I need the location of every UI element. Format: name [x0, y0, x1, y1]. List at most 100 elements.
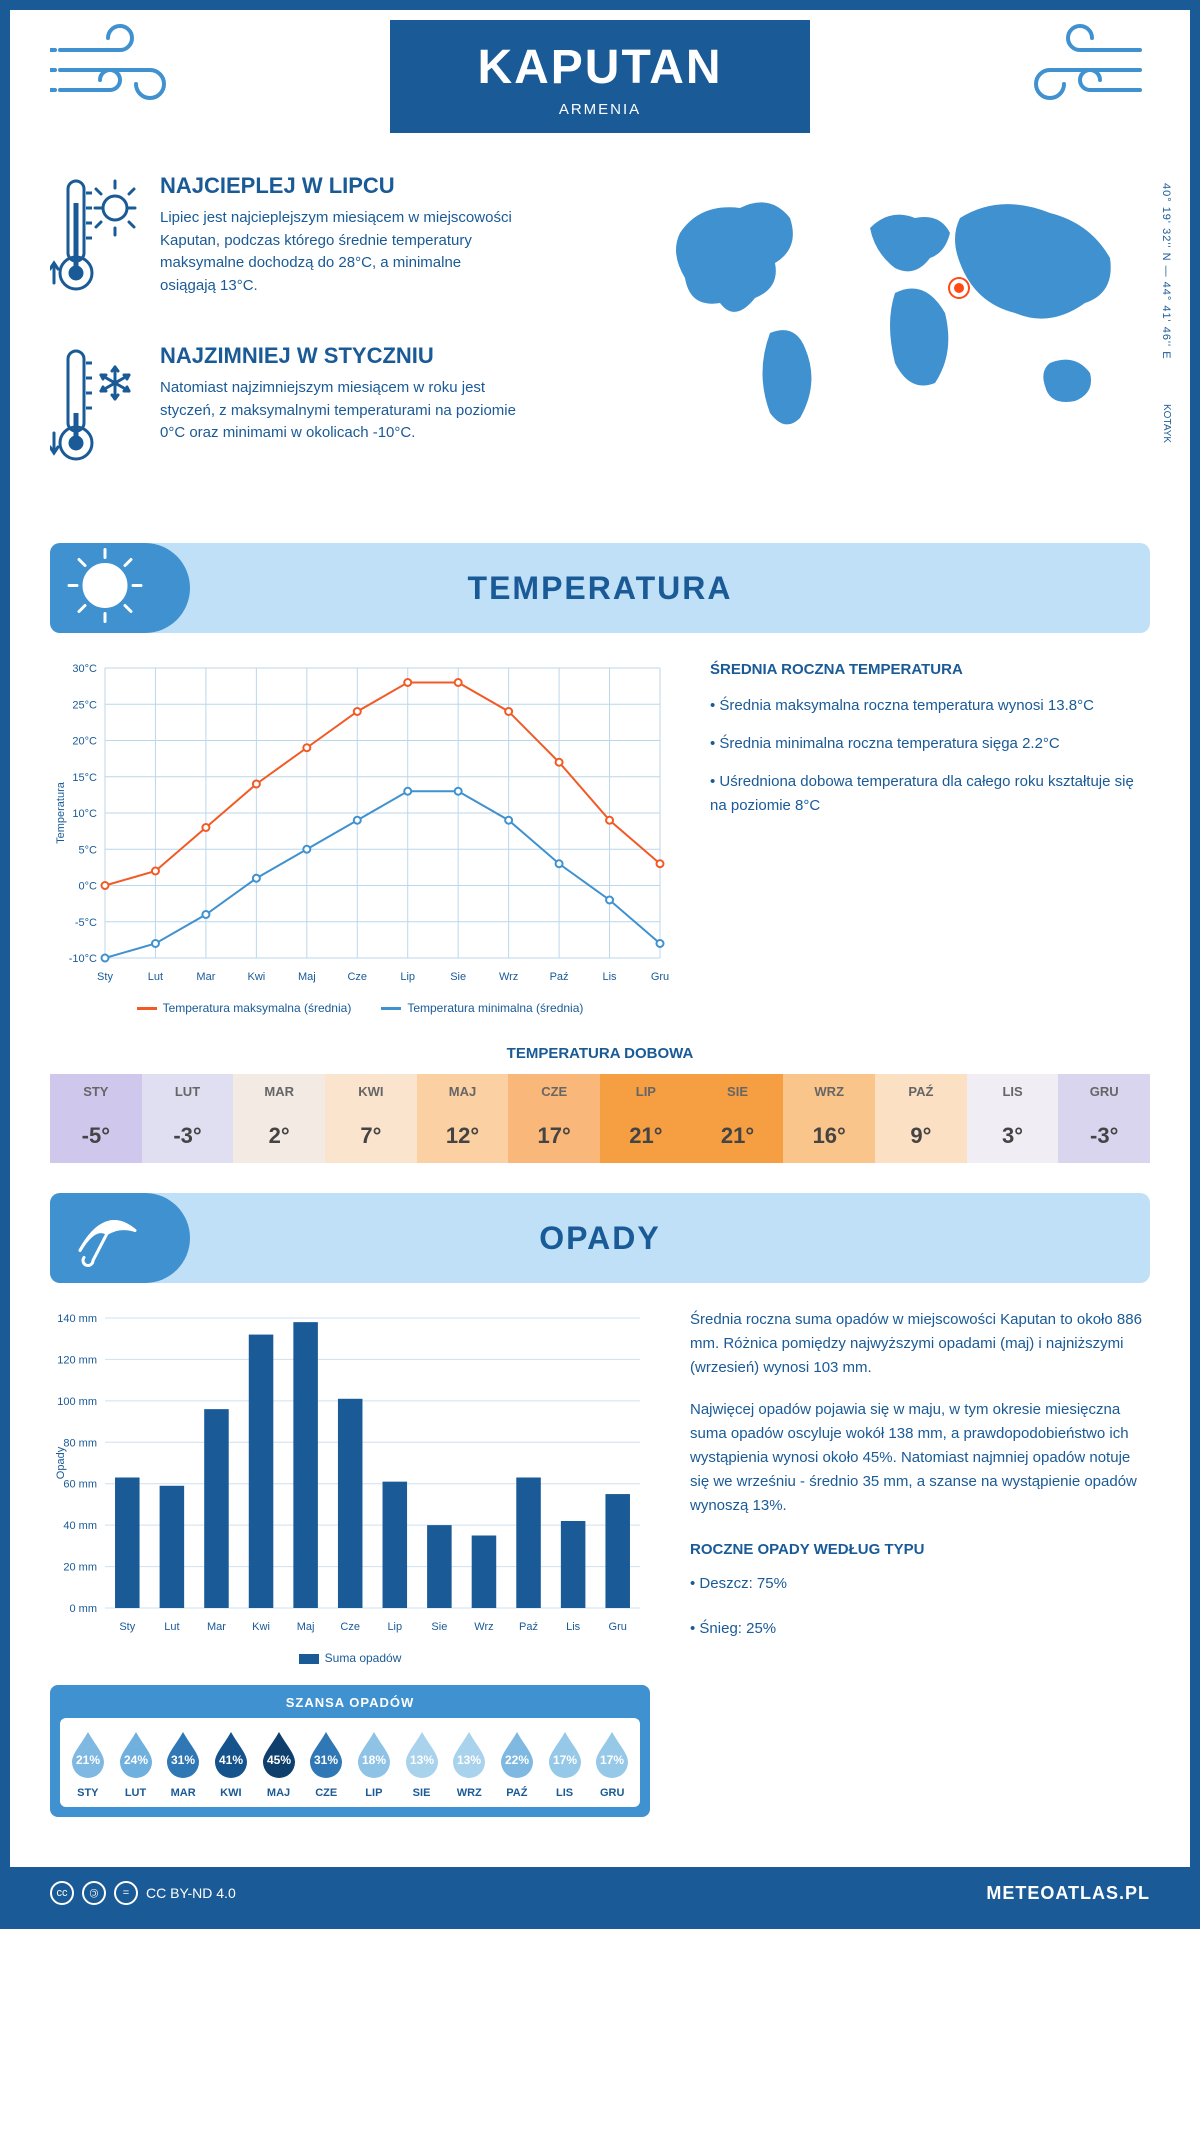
daily-value-cell: 2°: [233, 1109, 325, 1163]
daily-value-cell: 21°: [600, 1109, 692, 1163]
intro-section: NAJCIEPLEJ W LIPCU Lipiec jest najcieple…: [50, 173, 1150, 513]
temp-summary-title: ŚREDNIA ROCZNA TEMPERATURA: [710, 658, 1150, 682]
chance-month-label: SIE: [398, 1787, 446, 1799]
daily-month-cell: LIS: [967, 1074, 1059, 1109]
daily-value-cell: -3°: [142, 1109, 234, 1163]
svg-text:Sty: Sty: [119, 1621, 135, 1633]
daily-value-cell: 12°: [417, 1109, 509, 1163]
raindrop-icon: 24%: [112, 1730, 160, 1783]
svg-text:Lis: Lis: [566, 1621, 581, 1633]
precip-left-column: 0 mm20 mm40 mm60 mm80 mm100 mm120 mm140 …: [50, 1308, 650, 1817]
temp-bullet: • Średnia minimalna roczna temperatura s…: [710, 732, 1150, 756]
daily-value-cell: -3°: [1058, 1109, 1150, 1163]
title-tab: KAPUTAN ARMENIA: [390, 20, 810, 133]
coldest-fact: NAJZIMNIEJ W STYCZNIU Natomiast najzimni…: [50, 343, 610, 478]
thermometer-hot-icon: [50, 173, 140, 308]
svg-text:0 mm: 0 mm: [70, 1603, 98, 1615]
svg-text:Cze: Cze: [340, 1621, 360, 1633]
svg-text:15°C: 15°C: [72, 772, 97, 784]
daily-value-cell: 9°: [875, 1109, 967, 1163]
daily-month-cell: LUT: [142, 1074, 234, 1109]
precip-type-title: ROCZNE OPADY WEDŁUG TYPU: [690, 1538, 1150, 1562]
chance-drop-cell: 13% SIE: [398, 1730, 446, 1799]
precip-bar-chart: 0 mm20 mm40 mm60 mm80 mm100 mm120 mm140 …: [50, 1308, 650, 1638]
license-block: cc 🄯 = CC BY-ND 4.0: [50, 1881, 236, 1905]
temp-chart-legend: Temperatura maksymalna (średnia) Tempera…: [50, 1001, 670, 1015]
chance-drop-cell: 21% STY: [64, 1730, 112, 1799]
svg-text:Maj: Maj: [298, 971, 316, 983]
chance-drop-cell: 18% LIP: [350, 1730, 398, 1799]
raindrop-icon: 13%: [445, 1730, 493, 1783]
footer: cc 🄯 = CC BY-ND 4.0 METEOATLAS.PL: [10, 1867, 1190, 1919]
svg-text:-5°C: -5°C: [75, 917, 97, 929]
svg-text:13%: 13%: [457, 1753, 481, 1767]
chance-month-label: GRU: [588, 1787, 636, 1799]
daily-value-cell: 17°: [508, 1109, 600, 1163]
svg-text:10°C: 10°C: [72, 808, 97, 820]
svg-text:Lis: Lis: [603, 971, 618, 983]
temperature-banner: TEMPERATURA: [50, 543, 1150, 633]
precip-type-block: ROCZNE OPADY WEDŁUG TYPU • Deszcz: 75% •…: [690, 1538, 1150, 1642]
header: KAPUTAN ARMENIA: [50, 10, 1150, 133]
svg-text:Temperatura: Temperatura: [55, 781, 67, 844]
by-icon: 🄯: [82, 1881, 106, 1905]
chance-drop-cell: 45% MAJ: [255, 1730, 303, 1799]
daily-month-cell: MAJ: [417, 1074, 509, 1109]
chance-drop-cell: 13% WRZ: [445, 1730, 493, 1799]
svg-text:Sie: Sie: [431, 1621, 447, 1633]
region-label: KOTAYK: [1161, 404, 1172, 443]
cc-icon: cc: [50, 1881, 74, 1905]
svg-text:140 mm: 140 mm: [57, 1313, 97, 1325]
svg-text:Gru: Gru: [609, 1621, 627, 1633]
daily-month-cell: LIP: [600, 1074, 692, 1109]
raindrop-icon: 45%: [255, 1730, 303, 1783]
chance-month-label: MAR: [159, 1787, 207, 1799]
nd-icon: =: [114, 1881, 138, 1905]
temperature-line-chart: -10°C-5°C0°C5°C10°C15°C20°C25°C30°CStyLu…: [50, 658, 670, 1015]
precip-heading: OPADY: [539, 1220, 660, 1257]
svg-text:41%: 41%: [219, 1753, 243, 1767]
svg-text:Lip: Lip: [400, 971, 415, 983]
precip-type-snow: • Śnieg: 25%: [690, 1615, 1150, 1642]
precip-legend-label: Suma opadów: [325, 1651, 402, 1665]
chance-month-label: KWI: [207, 1787, 255, 1799]
daily-month-cell: WRZ: [783, 1074, 875, 1109]
svg-text:-10°C: -10°C: [69, 953, 97, 965]
raindrop-icon: 31%: [159, 1730, 207, 1783]
svg-text:13%: 13%: [410, 1753, 434, 1767]
chance-month-label: CZE: [302, 1787, 350, 1799]
svg-text:40 mm: 40 mm: [63, 1520, 97, 1532]
daily-temp-months: STYLUTMARKWIMAJCZELIPSIEWRZPAŹLISGRU: [50, 1074, 1150, 1109]
raindrop-icon: 17%: [541, 1730, 589, 1783]
svg-text:80 mm: 80 mm: [63, 1437, 97, 1449]
chance-drop-cell: 41% KWI: [207, 1730, 255, 1799]
daily-value-cell: 3°: [967, 1109, 1059, 1163]
coldest-body: Natomiast najzimniejszym miesiącem w rok…: [160, 377, 520, 445]
svg-text:45%: 45%: [267, 1753, 291, 1767]
raindrop-icon: 22%: [493, 1730, 541, 1783]
svg-text:Wrz: Wrz: [499, 971, 518, 983]
daily-value-cell: 21°: [692, 1109, 784, 1163]
umbrella-icon: [65, 1196, 145, 1281]
chance-month-label: WRZ: [445, 1787, 493, 1799]
svg-text:Cze: Cze: [347, 971, 367, 983]
daily-temp-title: TEMPERATURA DOBOWA: [50, 1045, 1150, 1062]
daily-value-cell: -5°: [50, 1109, 142, 1163]
daily-month-cell: SIE: [692, 1074, 784, 1109]
sun-icon: [65, 546, 145, 631]
chance-month-label: LIP: [350, 1787, 398, 1799]
license-text: CC BY-ND 4.0: [146, 1885, 236, 1901]
hottest-title: NAJCIEPLEJ W LIPCU: [160, 173, 520, 199]
hottest-fact: NAJCIEPLEJ W LIPCU Lipiec jest najcieple…: [50, 173, 610, 308]
precip-p2: Najwięcej opadów pojawia się w maju, w t…: [690, 1398, 1150, 1518]
raindrop-icon: 21%: [64, 1730, 112, 1783]
chance-month-label: LIS: [541, 1787, 589, 1799]
svg-text:31%: 31%: [314, 1753, 338, 1767]
hottest-body: Lipiec jest najcieplejszym miesiącem w m…: [160, 207, 520, 297]
daily-value-cell: 7°: [325, 1109, 417, 1163]
chance-title: SZANSA OPADÓW: [60, 1695, 640, 1710]
site-name: METEOATLAS.PL: [986, 1883, 1150, 1904]
svg-text:Kwi: Kwi: [247, 971, 265, 983]
coldest-title: NAJZIMNIEJ W STYCZNIU: [160, 343, 520, 369]
daily-value-cell: 16°: [783, 1109, 875, 1163]
